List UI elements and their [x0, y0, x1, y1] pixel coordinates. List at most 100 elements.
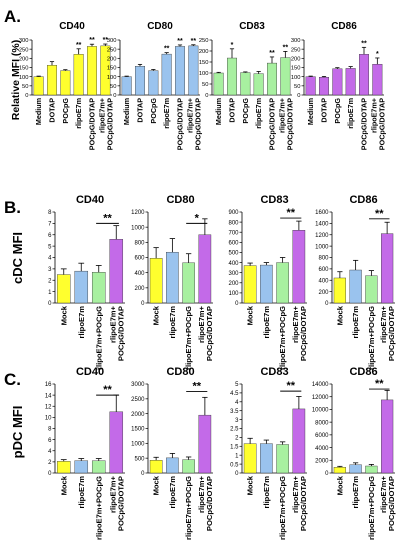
y-tick-label: 3: [235, 418, 239, 424]
chart-2-2: CD83 0 0.5 1 1.5 2 2.5 3 3.5 4 4.5 5 Mock rlipoE7m rli…: [230, 366, 308, 540]
category-label: POCpG: [61, 98, 70, 124]
significance-label: **: [103, 384, 112, 396]
category-label: POCpG/DOTAP: [88, 98, 97, 150]
y-tick-label: 14: [45, 393, 52, 399]
bar: [319, 77, 330, 96]
significance-star: **: [191, 38, 197, 45]
category-label: rlipoE7m+POCpG/DOTAP: [97, 98, 114, 150]
category-label-line: POCpG/DOTAP: [299, 306, 308, 361]
y-tick-label: 200: [228, 281, 239, 287]
y-tick-label: 1500: [131, 427, 145, 433]
significance-label: **: [192, 380, 201, 392]
category-label: DOTAP: [136, 98, 145, 123]
bar: [253, 73, 264, 96]
category-label: rlipoE7m+POCpG: [278, 306, 287, 370]
category-label: POCpG/DOTAP: [176, 98, 185, 150]
y-tick-label: 250: [291, 47, 301, 53]
category-label: rlipoE7m+POCpG: [184, 306, 193, 370]
bar: [243, 265, 257, 304]
y-tick-label: 250: [107, 47, 117, 53]
category-label: rlipoE7m+POCpG/DOTAP: [185, 98, 202, 150]
chart-1-0: CD40 0 1 2 3 4 5 6 7 8 Mock rlipoE7m rlipoE7m+POCpG r…: [48, 194, 125, 370]
category-label: Mock: [152, 305, 161, 325]
category-label: rlipoE7m: [346, 98, 355, 129]
y-tick-label: 4: [48, 449, 52, 455]
y-tick-label: 1600: [315, 210, 329, 216]
category-label-line: DOTAP: [320, 98, 329, 123]
bar: [47, 65, 58, 96]
y-tick-label: 8000: [315, 420, 329, 426]
bar: [161, 53, 172, 96]
category-label: rlipoE7m+POCpG/DOTAP: [291, 475, 308, 531]
bar: [267, 62, 278, 96]
category-label-line: POCpG: [149, 98, 158, 124]
category-label: rlipoE7m+POCpG/DOTAP: [379, 475, 396, 531]
y-tick-label: 150: [19, 66, 29, 72]
significance-star: **: [283, 44, 289, 51]
category-label-line: rlipoE7m+POCpG: [94, 306, 103, 370]
bar: [166, 251, 179, 304]
category-label-line: rlipoE7m: [162, 98, 171, 129]
category-label-line: rlipoE7m+: [379, 305, 388, 342]
bar: [260, 264, 273, 304]
bar: [60, 70, 71, 96]
bar: [226, 57, 237, 96]
y-tick-label: 3: [48, 267, 52, 273]
category-label-line: POCpG/DOTAP: [299, 476, 308, 531]
category-label-line: rlipoE7m: [77, 476, 86, 509]
y-tick-label: 1.5: [230, 445, 239, 451]
y-tick-label: 300: [291, 38, 301, 44]
bar: [260, 443, 273, 474]
y-tick-label: 1000: [131, 225, 145, 231]
y-tick-label: 600: [228, 241, 239, 247]
y-tick-label: 400: [318, 278, 329, 284]
category-label: Mock: [59, 475, 68, 495]
category-label-line: POCpG/DOTAP: [176, 98, 185, 150]
row-a-ylabel: Relative MFI (%): [10, 40, 22, 121]
category-label: rlipoE7m+POCpG: [184, 476, 193, 540]
chart-0-1: CD80 0 50 100 150 200 250 300 Medium DOTAP POCpG **…: [107, 21, 203, 150]
chart-title: CD83: [239, 21, 265, 32]
category-label: rlipoE7m+POCpG: [278, 476, 287, 540]
y-tick-label: 100: [107, 75, 117, 81]
category-label-line: POCpG/DOTAP: [205, 476, 214, 531]
significance-star: *: [231, 42, 234, 49]
y-tick-label: 6: [48, 233, 52, 239]
y-tick-label: 600: [134, 256, 145, 262]
y-tick-label: 2000: [131, 412, 145, 418]
significance-label: **: [375, 208, 384, 220]
y-tick-label: 300: [107, 38, 117, 44]
y-tick-label: 500: [228, 251, 239, 257]
y-tick-label: 6000: [315, 433, 329, 439]
category-label-line: rlipoE7m+POCpG: [184, 306, 193, 370]
bar: [333, 277, 346, 304]
category-label-line: rlipoE7m+POCpG: [278, 476, 287, 540]
y-tick-label: 1400: [315, 222, 329, 228]
bar: [276, 262, 289, 304]
significance-label: **: [103, 212, 112, 224]
category-label: POCpG: [241, 98, 250, 124]
y-tick-label: 10: [45, 416, 52, 422]
y-tick-label: 4.5: [230, 391, 239, 397]
chart-title: CD40: [59, 21, 85, 32]
y-tick-label: 700: [228, 230, 239, 236]
chart-2-1: CD80 0 500 1000 1500 2000 2500 3000 Mock rlipoE7m…: [131, 366, 214, 540]
chart-1-2: CD83 0 100 200 300 400 500 600 700 800 900 Mock rlip…: [228, 194, 307, 370]
category-label-line: POCpG/DOTAP: [387, 306, 396, 361]
y-tick-label: 0: [205, 93, 208, 99]
category-label: Mock: [59, 305, 68, 325]
bar: [91, 460, 106, 474]
chart-title: CD86: [331, 21, 357, 32]
y-tick-label: 2500: [131, 397, 145, 403]
category-label: Medium: [306, 98, 315, 125]
y-tick-label: 300: [228, 271, 239, 277]
category-label: DOTAP: [228, 98, 237, 123]
category-label-line: rlipoE7m: [254, 98, 263, 129]
category-label: rlipoE7m: [254, 98, 263, 129]
category-label: rlipoE7m: [168, 476, 177, 509]
category-label: rlipoE7m: [262, 476, 271, 509]
category-label: DOTAP: [48, 98, 57, 123]
y-tick-label: 800: [228, 220, 239, 226]
bar: [213, 72, 224, 96]
bar: [292, 229, 306, 304]
